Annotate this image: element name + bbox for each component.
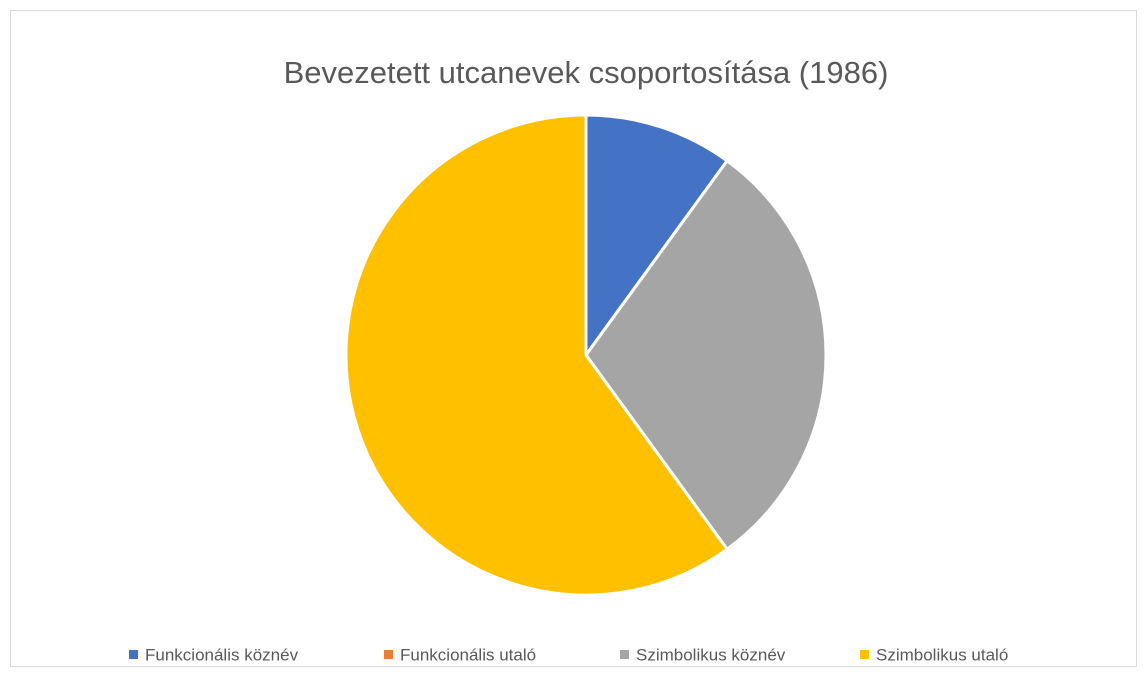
legend-label: Szimbolikus utaló (876, 645, 1008, 664)
pie-slice (584, 113, 729, 357)
legend-label: Funkcionális utaló (400, 645, 536, 664)
legend-swatch (620, 650, 629, 659)
chart-title: Bevezetett utcanevek csoportosítása (198… (284, 55, 889, 90)
legend-swatch (860, 650, 869, 659)
legend-swatch (384, 650, 393, 659)
legend-label: Funkcionális köznév (145, 645, 299, 664)
pie-slice (344, 113, 729, 597)
pie-slice (584, 159, 828, 551)
legend-label: Szimbolikus köznév (636, 645, 786, 664)
legend-swatch (129, 650, 138, 659)
